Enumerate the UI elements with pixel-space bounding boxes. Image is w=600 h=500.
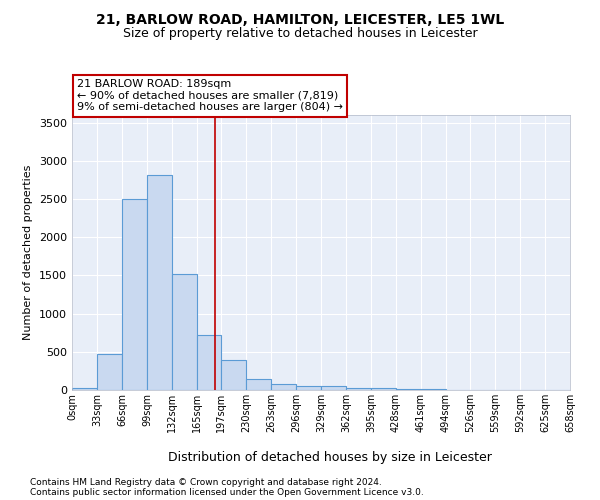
Y-axis label: Number of detached properties: Number of detached properties (23, 165, 34, 340)
Text: Distribution of detached houses by size in Leicester: Distribution of detached houses by size … (168, 451, 492, 464)
Text: 21 BARLOW ROAD: 189sqm
← 90% of detached houses are smaller (7,819)
9% of semi-d: 21 BARLOW ROAD: 189sqm ← 90% of detached… (77, 79, 343, 112)
Bar (246, 378, 271, 390)
Bar (346, 388, 371, 390)
Bar (147, 174, 172, 390)
Bar (72, 388, 97, 390)
Text: Contains public sector information licensed under the Open Government Licence v3: Contains public sector information licen… (30, 488, 424, 497)
Text: 21, BARLOW ROAD, HAMILTON, LEICESTER, LE5 1WL: 21, BARLOW ROAD, HAMILTON, LEICESTER, LE… (96, 12, 504, 26)
Text: Size of property relative to detached houses in Leicester: Size of property relative to detached ho… (122, 28, 478, 40)
Bar (271, 384, 296, 390)
Bar (221, 360, 246, 390)
Bar (321, 386, 346, 390)
Bar (296, 386, 321, 390)
Bar (197, 335, 221, 390)
Bar (122, 199, 147, 390)
Bar (396, 389, 421, 390)
Bar (421, 389, 446, 390)
Bar (97, 354, 122, 390)
Text: Contains HM Land Registry data © Crown copyright and database right 2024.: Contains HM Land Registry data © Crown c… (30, 478, 382, 487)
Bar (172, 274, 197, 390)
Bar (371, 388, 396, 390)
